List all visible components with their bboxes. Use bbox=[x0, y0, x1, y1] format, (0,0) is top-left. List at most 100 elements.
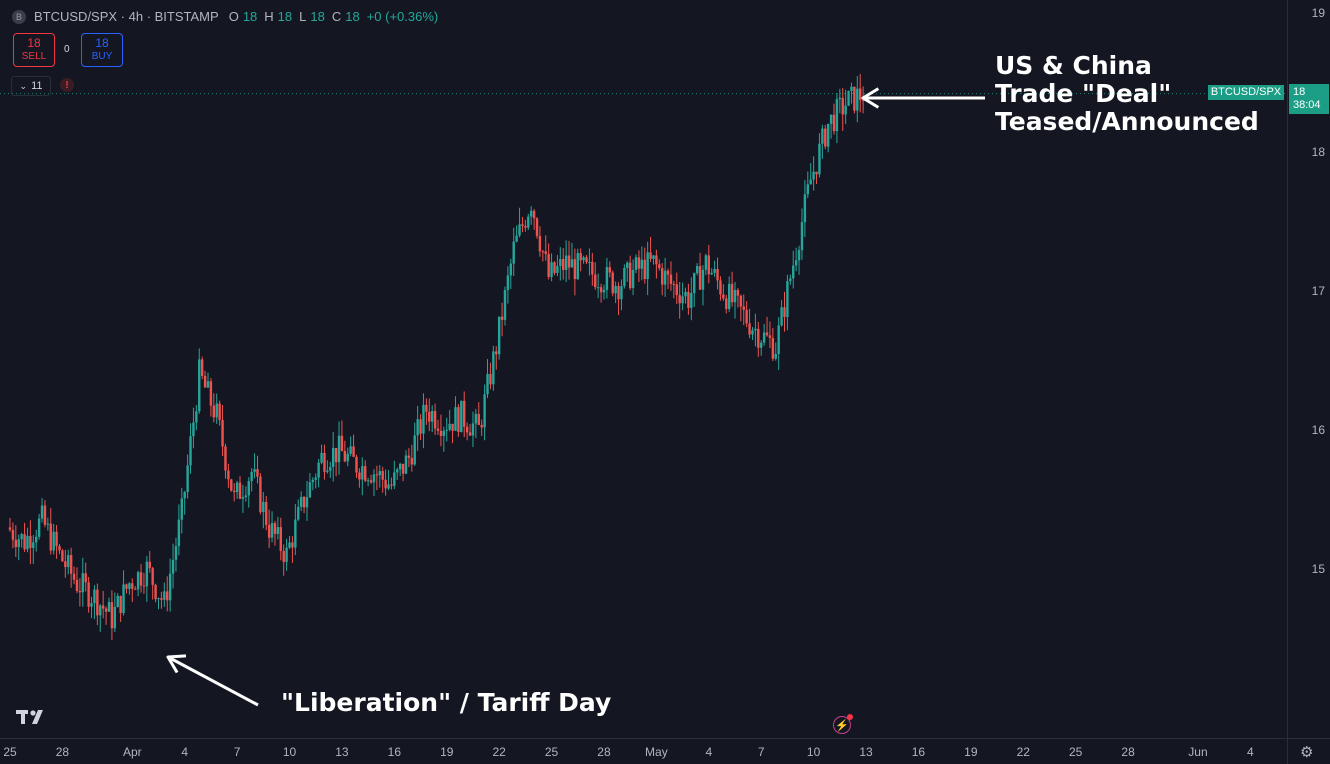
candle-body bbox=[128, 583, 131, 589]
ohlc-close-key: C bbox=[331, 9, 342, 24]
candle-body bbox=[661, 268, 664, 285]
arrow-head bbox=[861, 87, 880, 109]
candle-body bbox=[579, 253, 582, 261]
candle-body bbox=[658, 264, 661, 269]
candle-body bbox=[789, 278, 792, 282]
ohlc-high-key: H bbox=[264, 9, 274, 24]
price-axis[interactable]: 15 16 17 18 19 bbox=[1287, 0, 1330, 738]
tradingview-logo-icon[interactable] bbox=[16, 708, 48, 726]
candle-body bbox=[774, 353, 777, 359]
candlestick-chart[interactable] bbox=[0, 0, 1287, 738]
candle-body bbox=[608, 267, 612, 273]
candle-body bbox=[786, 281, 789, 318]
candle-body bbox=[58, 546, 61, 551]
candle-body bbox=[861, 99, 865, 101]
annotation-liberation-day: "Liberation" / Tariff Day bbox=[281, 688, 612, 717]
annotation-line: Teased/Announced bbox=[995, 107, 1259, 136]
candle-body bbox=[602, 289, 606, 293]
candle-body bbox=[157, 598, 160, 600]
candle-body bbox=[107, 602, 111, 612]
candle-body bbox=[375, 474, 379, 476]
annotation-trade-deal: US & China Trade "Deal" Teased/Announced bbox=[995, 52, 1259, 136]
indicators-toggle[interactable]: ⌄ 11 bbox=[11, 76, 51, 96]
symbol-price-label: BTCUSD/SPX bbox=[1208, 85, 1284, 100]
candle-body bbox=[550, 262, 553, 278]
candle-body bbox=[262, 501, 265, 513]
candle-body bbox=[235, 482, 239, 493]
time-tick-label: 4 bbox=[181, 745, 189, 759]
candle-body bbox=[594, 274, 597, 288]
candle-body bbox=[294, 519, 297, 548]
candle-body bbox=[206, 381, 210, 388]
candle-body bbox=[308, 482, 312, 498]
candle-body bbox=[500, 316, 504, 320]
candle-body bbox=[387, 484, 390, 489]
candle-body bbox=[477, 413, 480, 425]
time-tick-label: 19 bbox=[440, 745, 454, 759]
chevron-down-icon: ⌄ bbox=[19, 80, 28, 91]
candle-body bbox=[439, 430, 443, 436]
candle-body bbox=[110, 602, 114, 629]
candle-body bbox=[757, 328, 760, 348]
alert-icon[interactable]: ! bbox=[60, 78, 74, 92]
candle-body bbox=[436, 428, 440, 431]
candle-body bbox=[541, 251, 545, 253]
candle-body bbox=[742, 306, 745, 310]
symbol-title[interactable]: BTCUSD/SPX · 4h · BITSTAMP bbox=[34, 9, 219, 24]
arrow-shaft bbox=[167, 655, 259, 707]
candle-body bbox=[270, 523, 274, 538]
time-axis[interactable]: 25 28 Apr 4 7 10 13 16 19 22 25 28 May 4 7 10 13 16 19 22 25… bbox=[0, 738, 1287, 764]
candle-body bbox=[495, 351, 498, 355]
candle-body bbox=[299, 496, 303, 507]
candle-body bbox=[460, 400, 463, 432]
candle-body bbox=[480, 424, 483, 428]
candle-body bbox=[276, 527, 280, 534]
buy-button[interactable]: 18 BUY bbox=[81, 33, 123, 67]
spread-value: 0 bbox=[64, 44, 70, 55]
candle-body bbox=[544, 251, 547, 254]
chart-area[interactable] bbox=[0, 0, 1287, 738]
candle-body bbox=[506, 275, 510, 290]
time-tick-label: 16 bbox=[387, 745, 402, 759]
candle-body bbox=[75, 579, 79, 591]
candle-body bbox=[739, 295, 743, 307]
candle-body bbox=[760, 342, 763, 348]
annotation-line: Trade "Deal" bbox=[995, 79, 1172, 108]
annotation-line: US & China bbox=[995, 51, 1152, 80]
annotation-arrow-deal bbox=[861, 87, 985, 109]
candle-body bbox=[687, 291, 690, 308]
candle-body bbox=[853, 86, 856, 111]
candle-body bbox=[221, 419, 224, 447]
candle-body bbox=[518, 224, 521, 236]
candle-body bbox=[183, 492, 186, 499]
candle-body bbox=[433, 411, 437, 429]
candle-body bbox=[684, 291, 687, 297]
candle-body bbox=[253, 469, 256, 472]
lightning-icon[interactable]: ⚡ bbox=[833, 714, 853, 734]
candle-body bbox=[78, 590, 82, 593]
time-tick-label: May bbox=[645, 745, 668, 759]
settings-icon[interactable]: ⚙ bbox=[1300, 744, 1314, 761]
candle-body bbox=[43, 505, 47, 525]
candle-body bbox=[669, 274, 673, 284]
candle-body bbox=[93, 589, 96, 604]
candle-body bbox=[329, 466, 332, 471]
candle-body bbox=[378, 471, 381, 476]
candle-body bbox=[576, 253, 579, 280]
candle-body bbox=[35, 536, 38, 543]
sell-button[interactable]: 18 SELL bbox=[13, 33, 55, 67]
candle-body bbox=[553, 262, 556, 273]
candle-body bbox=[663, 270, 667, 285]
candle-body bbox=[238, 482, 242, 499]
candle-body bbox=[355, 456, 358, 473]
candle-body bbox=[666, 270, 670, 275]
candle-body bbox=[486, 373, 489, 395]
candle-body bbox=[352, 446, 355, 457]
candle-body bbox=[800, 222, 804, 251]
candle-body bbox=[69, 555, 73, 574]
candle-body bbox=[282, 550, 285, 562]
candle-body bbox=[416, 419, 419, 436]
candle-body bbox=[468, 432, 472, 436]
candle-body bbox=[401, 463, 405, 474]
candle-body bbox=[564, 255, 568, 270]
